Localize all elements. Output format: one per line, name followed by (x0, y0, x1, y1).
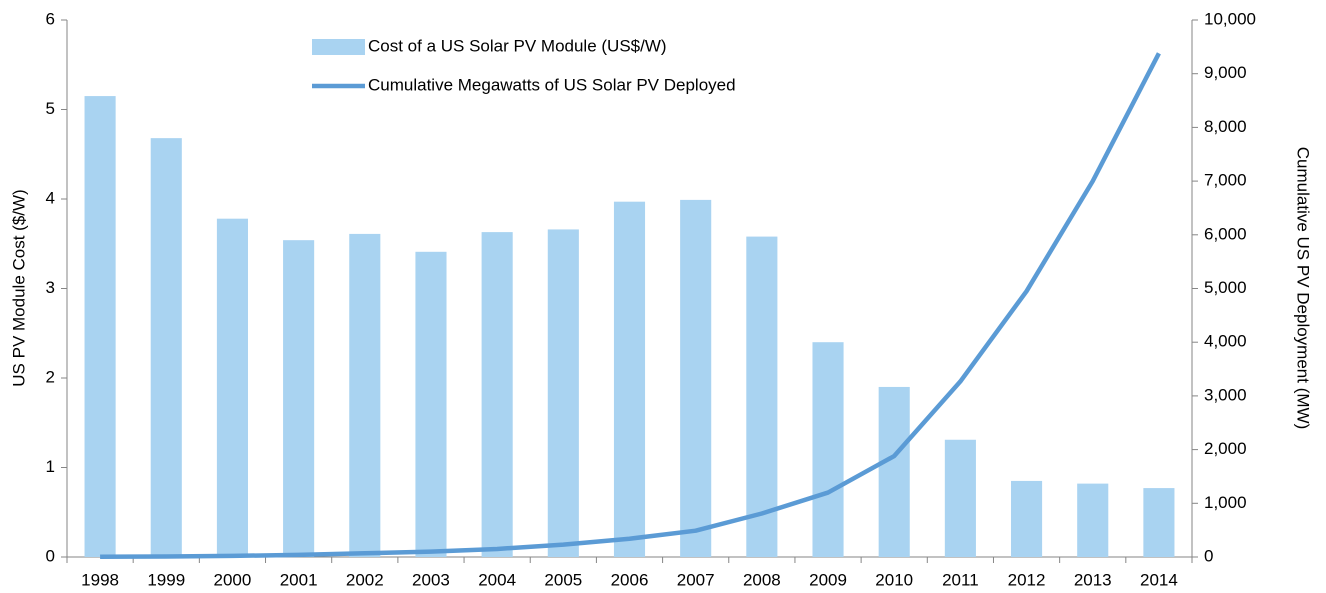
y2-tick-label: 2,000 (1204, 439, 1247, 458)
y2-tick-label: 9,000 (1204, 63, 1247, 82)
x-tick-label: 2010 (875, 570, 913, 589)
x-tick-label: 2009 (809, 570, 847, 589)
x-tick-label: 2011 (942, 570, 979, 589)
y2-tick-label: 7,000 (1204, 171, 1247, 190)
y2-tick-label: 4,000 (1204, 332, 1247, 351)
bar (812, 342, 844, 557)
x-tick-label: 2012 (1008, 570, 1046, 589)
bar (613, 201, 646, 557)
y-axis-title: US PV Module Cost ($/W) (9, 189, 28, 386)
x-tick-label: 2004 (478, 570, 516, 589)
bar (680, 199, 712, 557)
bar (150, 138, 182, 557)
x-tick-label: 2007 (677, 570, 715, 589)
y2-tick-label: 3,000 (1204, 385, 1247, 404)
bar (746, 236, 778, 557)
bar (283, 240, 315, 558)
bar (944, 439, 976, 557)
y-tick-label: 1 (46, 457, 55, 476)
y-tick-label: 4 (46, 188, 55, 207)
x-tick-label: 1999 (147, 570, 185, 589)
y2-tick-label: 10,000 (1204, 9, 1256, 28)
legend-label: Cost of a US Solar PV Module (US$/W) (368, 36, 667, 55)
x-tick-label: 2002 (346, 570, 384, 589)
y-tick-label: 0 (46, 546, 55, 565)
x-tick-label: 1998 (81, 570, 119, 589)
bar (415, 251, 447, 557)
y2-tick-label: 5,000 (1204, 278, 1247, 297)
y-tick-label: 6 (46, 9, 55, 28)
line (100, 52, 1161, 559)
bar (547, 229, 579, 557)
legend-swatch (312, 39, 365, 55)
y2-tick-label: 1,000 (1204, 493, 1247, 512)
x-tick-label: 2008 (743, 570, 781, 589)
x-tick-label: 2003 (412, 570, 450, 589)
bar (878, 386, 910, 557)
bar (216, 218, 248, 557)
legend-label: Cumulative Megawatts of US Solar PV Depl… (368, 75, 736, 94)
x-tick-label: 2013 (1074, 570, 1112, 589)
x-tick-label: 2014 (1140, 570, 1178, 589)
x-tick-label: 2001 (280, 570, 318, 589)
bar (481, 232, 513, 558)
y2-tick-label: 6,000 (1204, 224, 1247, 243)
x-tick-label: 2006 (611, 570, 649, 589)
y2-tick-label: 8,000 (1204, 117, 1247, 136)
y-tick-label: 2 (46, 367, 55, 386)
y2-tick-label: 0 (1204, 546, 1213, 565)
x-tick-label: 2005 (544, 570, 582, 589)
y2-axis-title: Cumulative US PV Deployment (MW) (1294, 147, 1313, 429)
bar (1077, 483, 1109, 557)
x-tick-label: 2000 (214, 570, 252, 589)
y-tick-label: 3 (46, 278, 55, 297)
bar (1011, 480, 1043, 557)
bar (1143, 488, 1175, 557)
bar (84, 96, 116, 557)
y-tick-label: 5 (46, 99, 55, 118)
bar (349, 233, 381, 557)
